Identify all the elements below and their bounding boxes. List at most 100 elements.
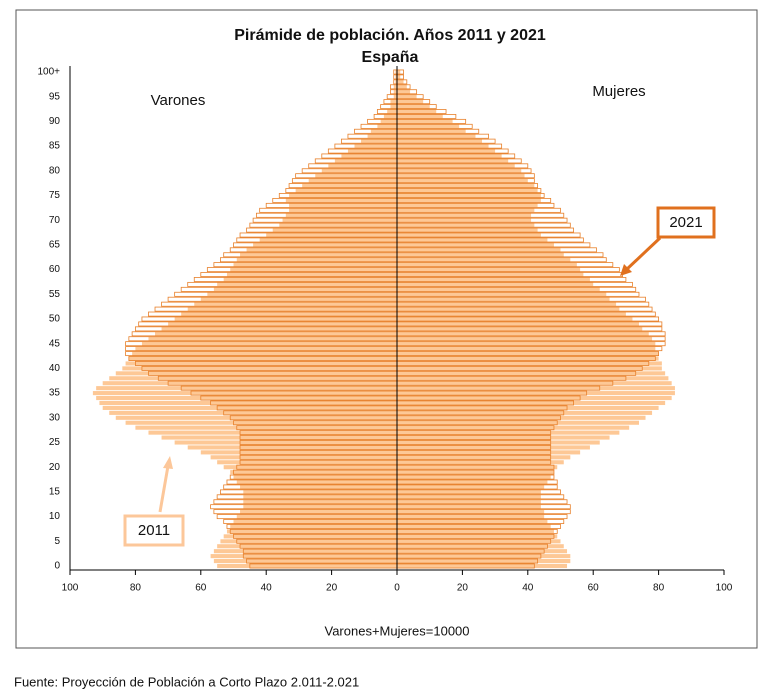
bar [213,287,397,292]
bar [213,549,397,554]
bar [243,504,397,509]
bar [397,277,590,282]
bar [397,366,662,371]
bar [397,415,646,420]
bar [397,475,551,480]
bar [99,400,398,406]
bar [397,134,476,139]
bar [217,544,397,549]
bar [397,188,538,193]
bar [397,400,666,406]
callout-box [656,206,716,239]
bar [187,445,397,450]
bar [397,218,532,223]
bar [390,99,397,104]
bar [397,450,581,455]
x-tick-label: 100 [716,583,733,594]
bar [393,84,397,89]
bar [397,129,466,134]
bar [397,479,548,485]
bar [397,213,532,218]
bar [397,559,571,564]
bar [230,267,397,272]
bar [397,297,610,302]
x-tick-label: 80 [130,583,142,594]
bar [397,321,639,326]
bar [397,262,577,267]
bar [397,89,411,94]
y-tick-label: 40 [49,363,61,374]
bar [200,450,397,455]
bar [397,158,509,163]
bar [397,563,568,569]
bar [226,272,397,277]
bar [102,381,397,386]
bar [397,346,656,351]
bar [397,331,649,336]
bar [128,356,398,361]
bar [397,544,564,549]
y-tick-label: 85 [49,141,61,152]
bar [397,228,538,233]
bar [397,237,548,243]
x-tick-label: 40 [261,583,273,594]
x-tick-label: 40 [522,583,534,594]
y-tick-label: 25 [49,437,61,448]
bar [397,316,633,322]
bar [334,158,397,163]
bar [96,395,397,401]
bar [397,514,545,519]
bar [200,297,397,302]
bar [217,282,397,287]
bar [289,193,397,198]
bar [370,129,397,134]
bar [395,79,397,84]
bar [226,529,397,534]
y-tick-label: 5 [54,536,60,547]
bar [397,267,581,272]
bar [397,386,675,391]
bar [397,509,545,514]
x-tick-label: 0 [394,583,400,594]
bar [397,361,662,366]
group-label: Varones [151,92,206,109]
y-tick-label: 35 [49,388,61,399]
x-tick-label: 60 [588,583,600,594]
bar [109,410,398,415]
bar [397,376,669,381]
bar [217,563,397,569]
bar [240,484,397,490]
y-tick-label: 90 [49,116,61,127]
bar [397,499,541,504]
y-tick-label: 30 [49,412,61,423]
bar [397,549,568,554]
bar [240,509,397,514]
bar [289,203,397,208]
bar [397,494,541,499]
bar [174,316,397,322]
bar [253,242,397,247]
bar [397,124,460,129]
bar [397,529,554,534]
bar [266,232,397,238]
bar [397,381,672,386]
bar [397,99,424,104]
bar [397,178,528,183]
x-tick-label: 100 [62,583,79,594]
bar [246,247,397,252]
callout-label: 2021 [669,214,702,231]
bar [397,395,672,401]
bar [223,465,397,470]
bar [168,321,397,326]
bar [390,104,397,109]
chart-title: Pirámide de población. Años 2011 y 2021 [234,27,546,44]
bar [397,153,502,159]
bar [285,213,397,218]
bar [367,134,397,139]
bar [397,410,653,415]
bar [210,455,397,460]
callout-label: 2011 [138,522,170,539]
chart-subtitle: España [362,49,419,66]
bar [397,336,653,341]
bar [397,84,407,89]
